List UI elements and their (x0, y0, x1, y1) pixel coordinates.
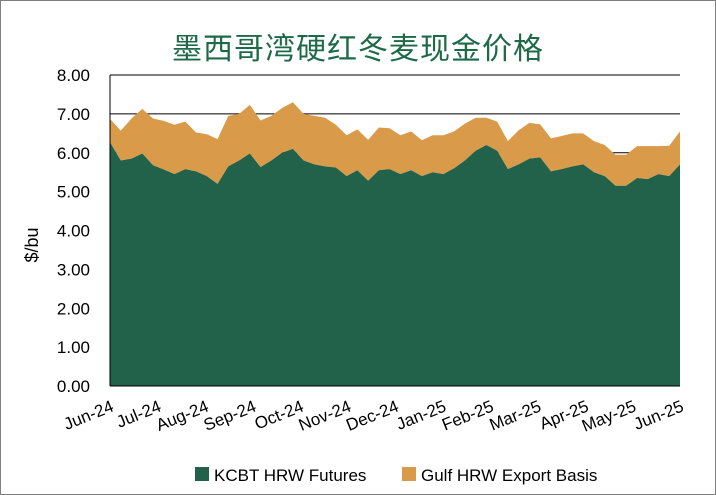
y-tick-label: 0.00 (57, 377, 90, 396)
legend: KCBT HRW Futures Gulf HRW Export Basis (195, 466, 597, 485)
x-tick-label: May-25 (579, 397, 639, 436)
area-series (110, 102, 680, 386)
y-tick-labels: 0.00 1.00 2.00 3.00 4.00 5.00 6.00 7.00 8.00 (57, 66, 90, 396)
area-gulf-hrw-export-basis (110, 102, 680, 186)
x-tick-labels: Jun-24Jul-24Aug-24Sep-24Oct-24Nov-24Dec-… (61, 397, 686, 436)
x-tick-label: Jun-25 (631, 397, 686, 434)
x-tick-label: Oct-24 (252, 397, 306, 434)
legend-swatch-futures (195, 467, 209, 481)
y-tick-label: 3.00 (57, 260, 90, 279)
legend-label-basis: Gulf HRW Export Basis (421, 466, 597, 485)
y-tick-label: 5.00 (57, 183, 90, 202)
x-tick-label: Mar-25 (487, 397, 544, 435)
legend-swatch-basis (402, 467, 416, 481)
y-axis-label: $/bu (22, 227, 42, 262)
y-tick-label: 8.00 (57, 66, 90, 85)
x-tick-label: Jan-25 (393, 397, 448, 434)
y-tick-label: 2.00 (57, 299, 90, 318)
chart-title: 墨西哥湾硬红冬麦现金价格 (172, 32, 544, 67)
y-tick-label: 6.00 (57, 144, 90, 163)
axes (109, 75, 680, 387)
y-tick-label: 1.00 (57, 338, 90, 357)
y-tick-label: 4.00 (57, 222, 90, 241)
x-tick-label: Sep-24 (201, 397, 259, 435)
x-tick-label: Jun-24 (61, 397, 116, 434)
area-kcbt-hrw-futures (110, 142, 680, 386)
y-tick-label: 7.00 (57, 105, 90, 124)
legend-label-futures: KCBT HRW Futures (214, 466, 366, 485)
